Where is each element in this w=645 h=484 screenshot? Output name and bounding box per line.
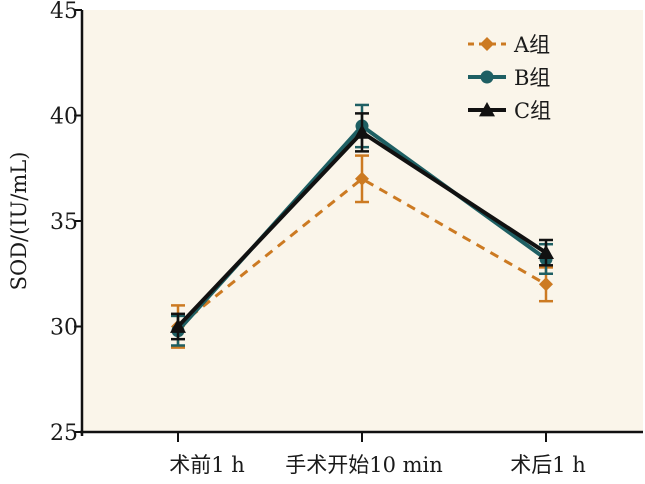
y-tick-label-40: 40	[50, 105, 78, 130]
legend-label-2: C组	[514, 99, 551, 123]
plot-background	[82, 10, 643, 432]
legend-marker-1	[480, 70, 494, 84]
legend-marker-2	[479, 102, 495, 117]
marker-2-1	[354, 124, 370, 139]
marker-0-2	[539, 277, 553, 292]
marker-2-2	[538, 244, 554, 260]
y-tick-label-45: 45	[50, 0, 78, 24]
legend-label-1: B组	[514, 66, 550, 90]
x-tick-label-1: 手术开始10 min	[285, 453, 443, 477]
legend-label-0: A组	[513, 33, 550, 57]
legend: A组 B组 C组	[468, 33, 551, 123]
y-tick-label-25: 25	[50, 421, 78, 446]
y-tick-label-30: 30	[50, 316, 78, 341]
series-layer	[170, 103, 554, 349]
x-tick-label-2: 术后1 h	[510, 453, 586, 477]
marker-2-0	[170, 318, 186, 333]
marker-0-1	[355, 171, 369, 186]
y-axis-label: SOD/(IU/mL)	[7, 152, 31, 291]
axes: 25 30 35 40 45 术前1 h 手术开始10 min 术后1 h	[50, 0, 643, 477]
x-tick-label-0: 术前1 h	[169, 453, 245, 477]
series-2	[170, 112, 554, 341]
legend-marker-0	[480, 37, 494, 51]
y-tick-label-35: 35	[50, 210, 78, 235]
